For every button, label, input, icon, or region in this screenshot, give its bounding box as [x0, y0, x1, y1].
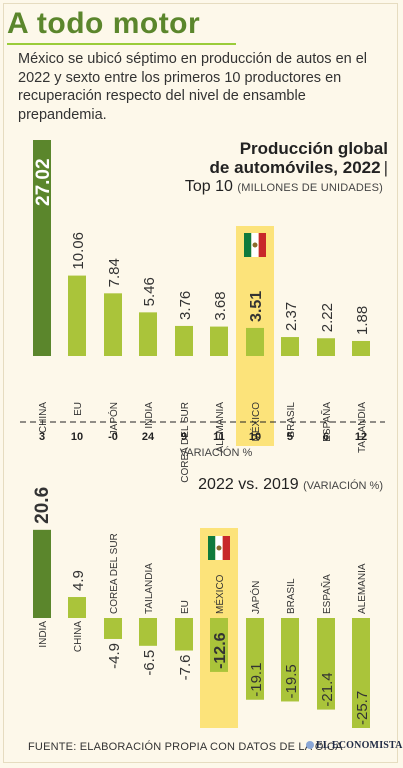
chart2-title: 2022 vs. 2019 (VARIACIÓN %): [198, 476, 383, 494]
chart1-bar-0: [33, 140, 51, 356]
brand-name: EL ECONOMISTA: [316, 740, 403, 751]
chart1-bar-4: [175, 325, 193, 356]
chart2-value-label-6: -19.1: [248, 663, 265, 697]
chart2-bar-8: [317, 618, 335, 710]
chart2-category-label-5: MÉXICO: [213, 574, 226, 614]
chart2-category-label-2: COREA DEL SUR: [109, 533, 120, 614]
chart1-bar-1: [68, 275, 86, 356]
chart2-category-label-9: ALEMANIA: [357, 563, 368, 614]
chart1-value-label-1: 10.06: [70, 232, 87, 270]
globe-icon: [306, 741, 314, 749]
chart1-variation-label-3: 24: [142, 431, 155, 443]
chart2-value-label-1: 4.9: [70, 570, 87, 591]
chart1-variation-label-4: 9: [181, 431, 187, 443]
chart1-category-label-2: JAPÓN: [107, 402, 120, 435]
source-note: FUENTE: ELABORACIÓN PROPIA CON DATOS DE …: [28, 741, 343, 753]
chart1-bar-6: [246, 327, 264, 356]
page-subtitle: México se ubicó séptimo en producción de…: [18, 51, 368, 123]
chart1-variation-caption: VARIACIÓN %: [180, 446, 253, 459]
chart1-bar-5: [210, 326, 228, 356]
chart1-bar-8: [317, 338, 335, 356]
chart1-variation-label-6: 10: [249, 431, 261, 443]
chart2-mexico-flag-green: [208, 536, 216, 560]
chart2-value-label-5: -12.6: [212, 632, 229, 669]
chart2-bar-3: [139, 618, 157, 646]
chart1-title: Producción global de automóviles, 2022 |: [210, 139, 388, 177]
chart1-category-label-9: TAILANDIA: [357, 402, 368, 453]
chart2-mexico-flag-red: [222, 536, 230, 560]
infographic-frame: [3, 3, 398, 763]
chart1-category-label-4: COREA DEL SUR: [180, 402, 191, 483]
chart1-variation-label-7: 5: [287, 431, 293, 443]
chart2-mexico-flag-emblem: [216, 545, 222, 551]
chart2-category-label-3: TAILANDIA: [144, 563, 155, 614]
chart1-mexico-flag-red: [258, 233, 266, 257]
chart2-bar-4: [175, 618, 193, 651]
chart1-value-label-2: 7.84: [106, 258, 123, 287]
chart2-value-label-0: 20.6: [32, 487, 53, 524]
chart1-title-separator: |: [383, 158, 388, 177]
chart1-value-label-7: 2.37: [283, 302, 300, 331]
chart1-variation-label-5: 11: [213, 431, 225, 443]
chart1-subtitle-unit: (MILLONES DE UNIDADES): [237, 182, 383, 194]
chart1-value-label-5: 3.68: [212, 291, 229, 320]
chart1-mexico-flag: [244, 233, 266, 257]
brand-logo: EL ECONOMISTA: [306, 740, 403, 751]
chart2-bar-1: [68, 597, 86, 618]
chart2-category-label-8: ESPAÑA: [320, 574, 333, 614]
chart2-title-unit: (VARIACIÓN %): [303, 480, 383, 492]
page-title: A todo motor: [7, 5, 237, 45]
chart2-bar-2: [104, 618, 122, 639]
chart1-category-label-3: INDIA: [144, 402, 155, 429]
chart1-variation-label-8: 6: [323, 431, 329, 443]
chart2-value-label-8: -21.4: [319, 672, 336, 706]
chart1-bar-3: [139, 312, 157, 356]
chart2-category-label-0: INDIA: [38, 621, 49, 648]
chart1-category-label-7: BRASIL: [286, 402, 297, 438]
chart1-title-line1: Producción global: [239, 139, 388, 158]
chart2-bar-7: [281, 618, 299, 702]
chart2-category-label-1: CHINA: [73, 621, 84, 652]
chart1-variation-label-9: 12: [355, 431, 367, 443]
chart2-category-label-6: JAPÓN: [249, 581, 262, 614]
chart2-value-label-3: -6.5: [141, 650, 158, 676]
chart2-category-label-4: EU: [180, 600, 191, 614]
chart2-bar-0: [33, 529, 51, 618]
chart1-category-label-5: ALEMANIA: [215, 402, 226, 453]
chart2-category-label-7: BRASIL: [286, 578, 297, 614]
chart1-value-label-0: 27.02: [33, 158, 54, 206]
chart1-value-label-9: 1.88: [354, 306, 371, 335]
chart1-bar-9: [352, 340, 370, 356]
chart2-value-label-9: -25.7: [354, 691, 371, 725]
chart1-mexico-flag-green: [244, 233, 252, 257]
chart1-value-label-8: 2.22: [319, 303, 336, 332]
chart1-bar-2: [104, 293, 122, 356]
chart1-variation-label-2: -0: [108, 431, 118, 443]
chart2-mexico-flag: [208, 536, 230, 560]
chart1-category-label-0: CHINA: [38, 402, 49, 433]
chart2-value-label-4: -7.6: [177, 655, 194, 681]
chart1-mexico-flag-emblem: [252, 242, 258, 248]
chart2-bar-9: [352, 618, 370, 728]
chart1-category-label-8: ESPAÑA: [320, 402, 333, 442]
chart1-subtitle-main: Top 10: [184, 178, 233, 195]
chart2-value-label-2: -4.9: [106, 643, 123, 669]
chart1-bar-7: [281, 337, 299, 356]
chart1-variation-label-1: 10: [71, 431, 83, 443]
chart2-title-main: 2022 vs. 2019: [198, 476, 299, 493]
chart1-value-label-4: 3.76: [177, 291, 194, 320]
chart1-value-label-3: 5.46: [141, 277, 158, 306]
chart1-variation-label-0: 3: [39, 431, 45, 443]
chart1-category-label-1: EU: [73, 402, 84, 416]
chart1-value-label-6: 3.51: [248, 291, 265, 322]
chart2-bar-5: [210, 618, 228, 672]
chart1-subtitle: Top 10 (MILLONES DE UNIDADES): [185, 178, 383, 196]
chart2-bar-6: [246, 618, 264, 700]
chart1-title-line2: de automóviles, 2022: [209, 158, 381, 177]
chart2-value-label-7: -19.5: [283, 664, 300, 698]
